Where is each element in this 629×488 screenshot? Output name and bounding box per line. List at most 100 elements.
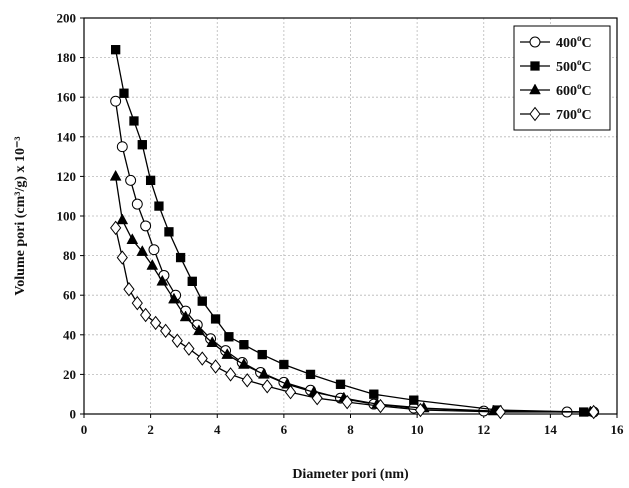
y-tick-label: 200 <box>57 11 77 26</box>
data-point <box>131 295 143 311</box>
data-point <box>146 258 159 270</box>
x-axis-label: Diameter pori (nm) <box>292 467 409 482</box>
legend-item: 500oC <box>520 57 592 75</box>
x-tick-label: 10 <box>411 422 424 437</box>
data-point <box>123 282 135 297</box>
data-point <box>187 276 197 286</box>
data-point <box>150 315 162 331</box>
data-point <box>279 359 289 370</box>
data-point <box>239 340 249 350</box>
data-point <box>193 324 205 336</box>
x-tick-label: 14 <box>544 422 558 437</box>
y-tick-label: 40 <box>63 327 76 342</box>
data-point <box>110 220 122 236</box>
y-tick-label: 100 <box>57 209 77 224</box>
legend-marker <box>530 61 540 71</box>
data-point <box>160 323 172 339</box>
series-1 <box>110 45 589 417</box>
series-3 <box>110 220 600 420</box>
data-point <box>171 333 183 348</box>
data-point <box>140 220 152 232</box>
x-tick-label: 0 <box>81 422 88 437</box>
data-point <box>224 367 237 382</box>
data-point <box>129 116 139 126</box>
data-point <box>341 394 353 410</box>
y-tick-label: 160 <box>57 90 77 105</box>
data-point <box>116 213 129 225</box>
y-tick-label: 140 <box>57 129 77 144</box>
data-point <box>238 357 250 369</box>
data-point <box>116 141 128 153</box>
data-point <box>210 314 221 324</box>
series-2 <box>109 169 597 417</box>
data-point <box>224 332 234 342</box>
x-tick-label: 6 <box>281 422 288 437</box>
data-point <box>284 385 297 400</box>
legend-label: 500oC <box>556 57 592 75</box>
y-tick-label: 0 <box>70 407 77 422</box>
data-point <box>197 296 207 306</box>
data-point <box>140 307 152 323</box>
data-point <box>145 175 156 186</box>
legend-marker <box>529 106 541 122</box>
y-tick-label: 180 <box>57 50 77 65</box>
data-point <box>409 395 419 405</box>
data-point <box>148 244 160 256</box>
x-tick-label: 2 <box>147 422 154 437</box>
data-point <box>131 198 143 210</box>
data-point <box>196 351 208 366</box>
data-point <box>257 349 267 360</box>
data-point <box>494 404 506 420</box>
data-point <box>206 336 219 347</box>
data-point <box>137 140 147 150</box>
data-point <box>261 379 273 394</box>
y-tick-label: 80 <box>63 248 76 263</box>
data-point <box>414 402 427 418</box>
series-line <box>114 101 594 413</box>
data-point <box>126 233 139 245</box>
data-point <box>335 379 346 389</box>
data-point <box>305 369 316 380</box>
data-point <box>374 398 387 414</box>
data-point <box>119 88 129 98</box>
legend-marker <box>529 83 541 95</box>
y-tick-label: 20 <box>63 367 76 382</box>
data-point <box>154 201 164 211</box>
data-point <box>311 390 323 406</box>
series-line <box>114 49 584 413</box>
data-point <box>136 245 149 256</box>
data-point <box>125 174 137 186</box>
data-point <box>209 359 222 374</box>
data-point <box>369 389 379 399</box>
data-point <box>241 373 253 388</box>
x-tick-label: 4 <box>214 422 221 437</box>
data-point <box>156 274 169 286</box>
series-lines <box>109 45 600 420</box>
data-point <box>168 292 180 304</box>
legend-item: 700oC <box>520 105 592 123</box>
data-point <box>110 45 121 55</box>
data-point <box>175 252 186 263</box>
data-point <box>116 250 128 265</box>
data-point <box>109 169 122 181</box>
legend-item: 400oC <box>520 33 592 51</box>
legend-item: 600oC <box>520 81 592 99</box>
y-tick-label: 60 <box>63 288 76 303</box>
data-point <box>588 404 600 420</box>
data-point <box>179 310 192 322</box>
x-tick-label: 8 <box>347 422 354 437</box>
data-point <box>183 341 195 356</box>
y-tick-label: 120 <box>57 169 77 184</box>
data-point <box>221 348 234 359</box>
data-point <box>164 227 174 237</box>
x-tick-label: 16 <box>611 422 625 437</box>
data-point <box>258 367 270 379</box>
legend-label: 400oC <box>556 33 592 51</box>
legend-label: 700oC <box>556 105 592 123</box>
y-axis-label: Volume pori (cm³/g) x 10⁻³ <box>13 136 28 295</box>
legend-label: 600oC <box>556 81 592 99</box>
data-point <box>110 95 122 107</box>
x-tick-label: 12 <box>477 422 490 437</box>
